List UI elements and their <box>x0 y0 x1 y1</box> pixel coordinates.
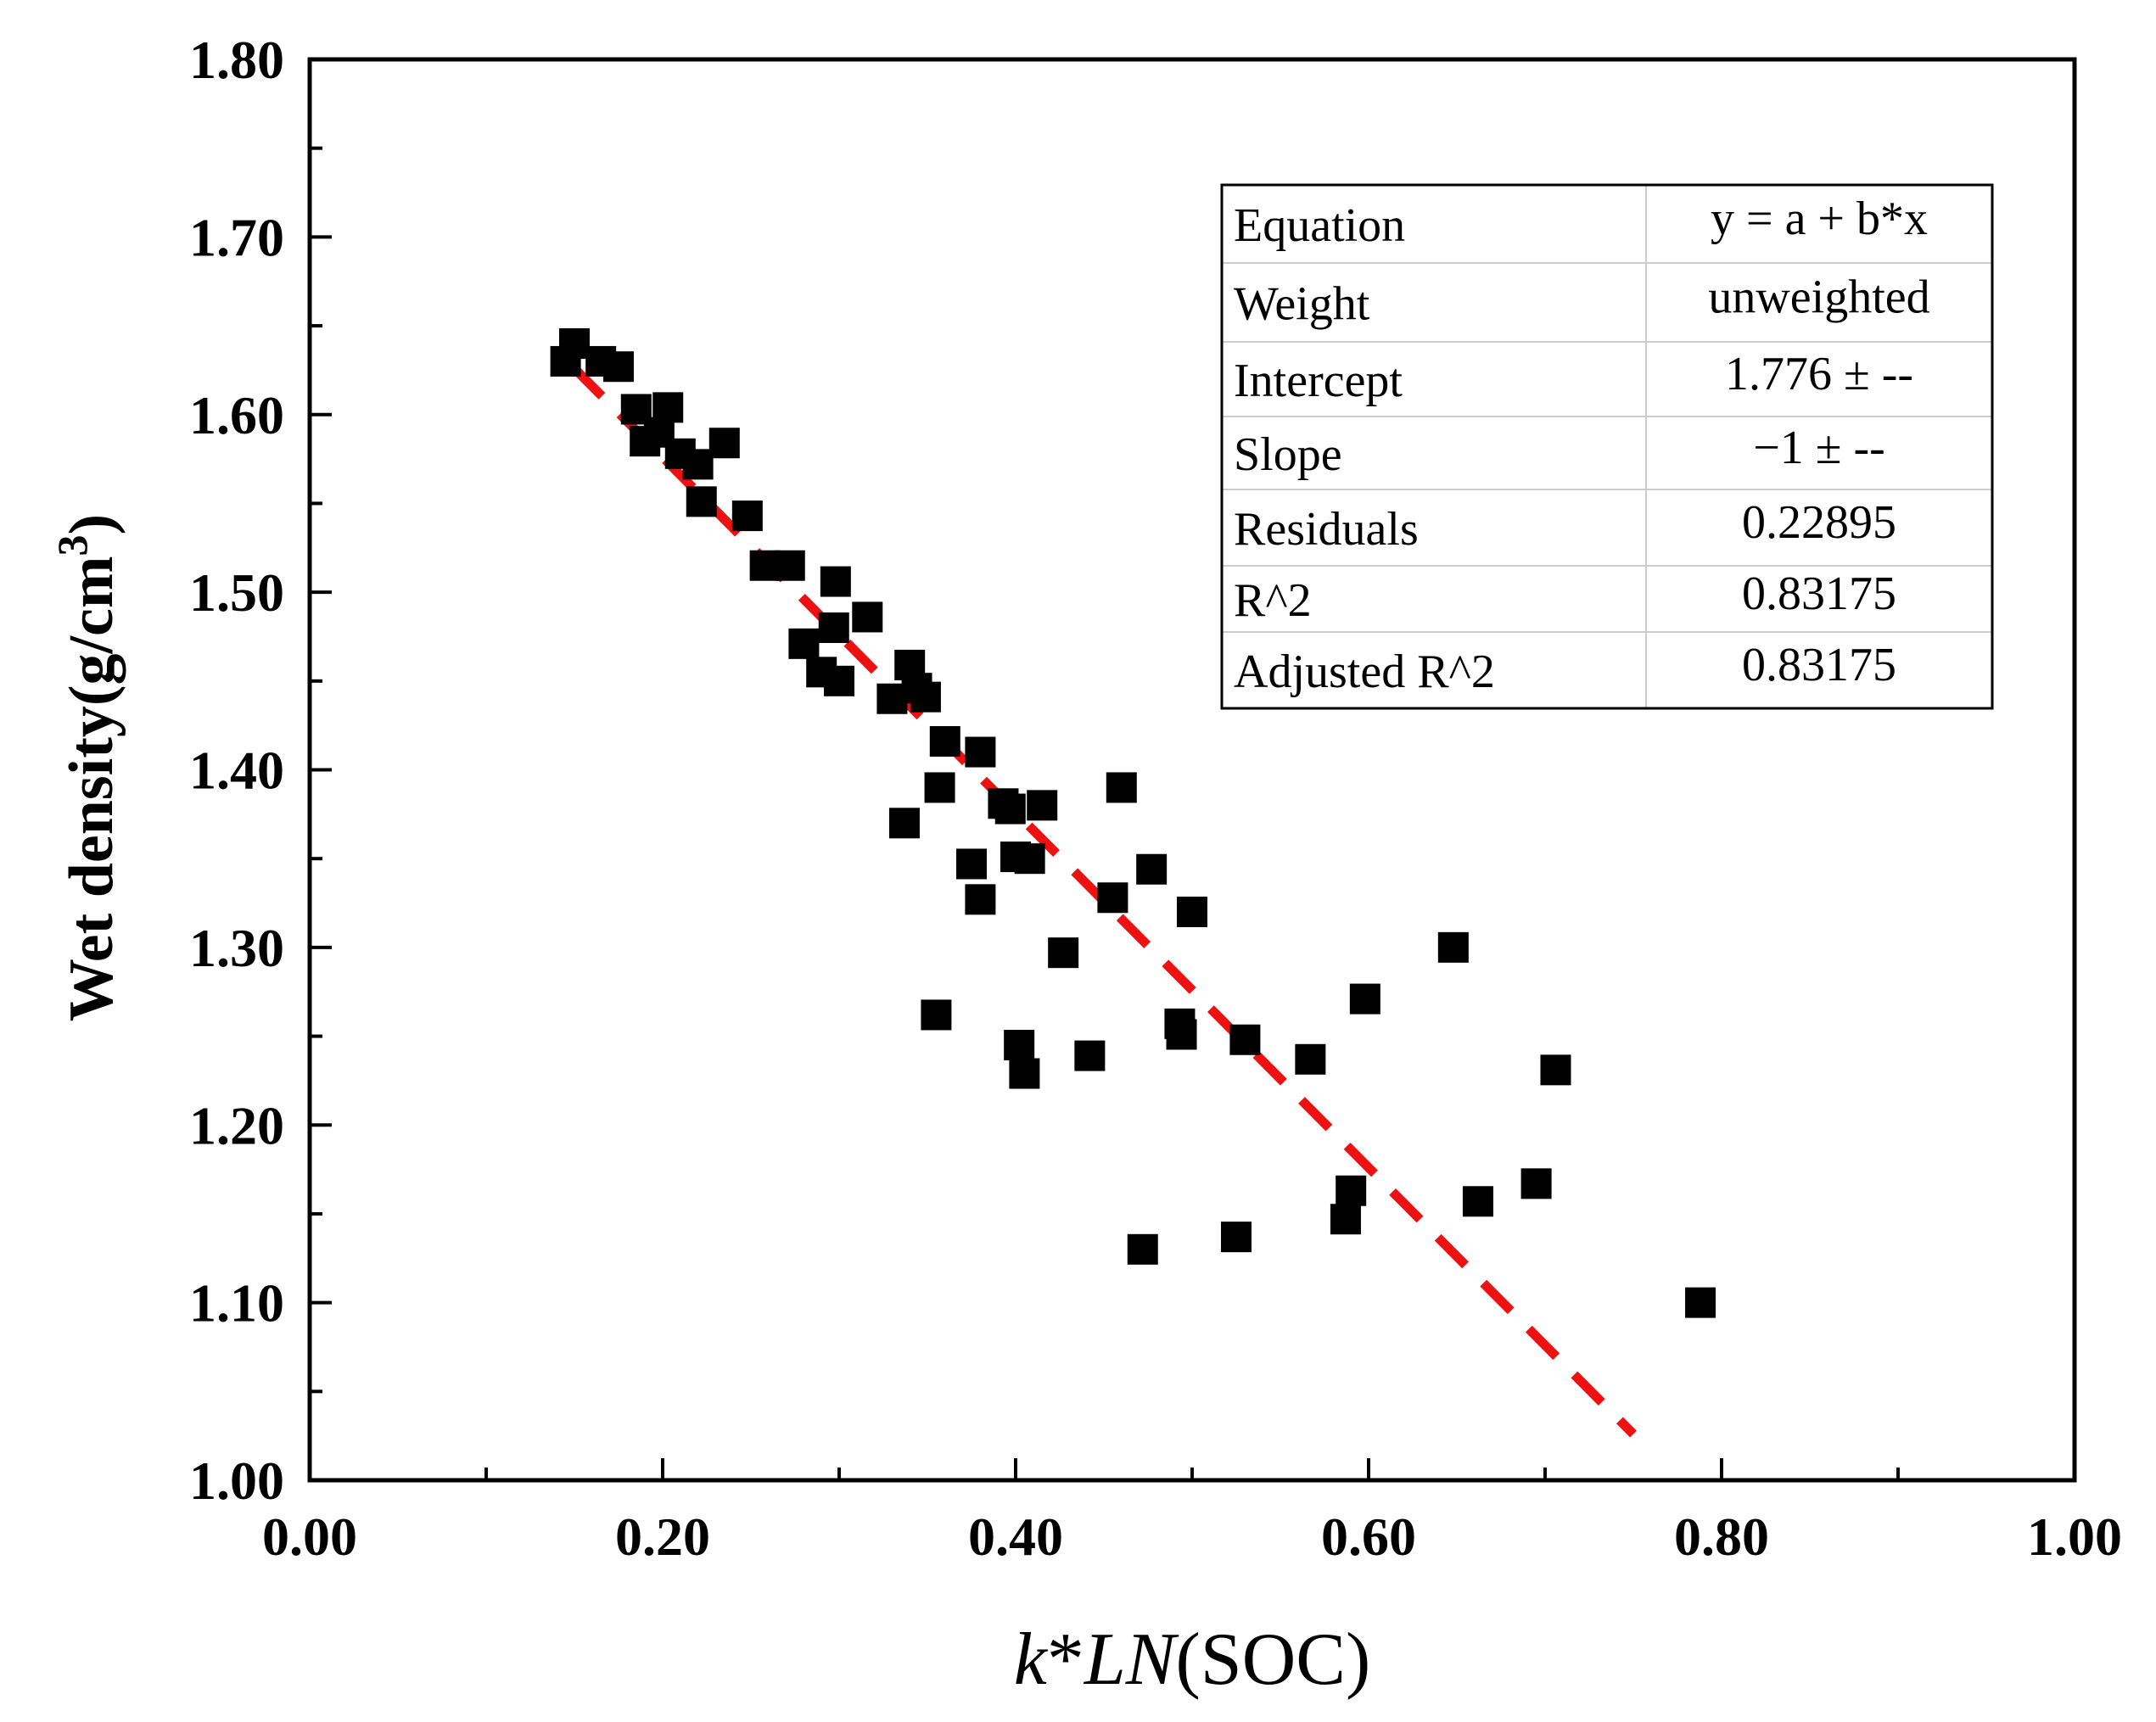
stats-row-label: R^2 <box>1234 574 1312 627</box>
data-point <box>708 428 740 459</box>
y-tick-label: 1.60 <box>189 385 284 445</box>
data-point <box>824 665 854 696</box>
data-point <box>1136 853 1168 885</box>
data-point <box>788 628 820 659</box>
data-point <box>852 601 883 633</box>
data-point <box>1685 1287 1716 1318</box>
x-axis-title: k*LN(SOC) <box>1014 1619 1371 1701</box>
y-tick-label: 1.40 <box>189 741 284 801</box>
data-point <box>1074 1040 1106 1071</box>
data-point <box>1127 1233 1158 1265</box>
y-tick-label: 1.10 <box>189 1273 284 1333</box>
data-point <box>1520 1168 1552 1199</box>
data-point <box>994 793 1026 825</box>
tick-labels: 0.00 0.20 0.40 0.60 0.80 1.00 1.00 1.10 1.20 1.30… <box>189 30 2122 1567</box>
data-point <box>686 486 717 517</box>
x-axis-title-star: * <box>1047 1619 1084 1701</box>
data-point <box>1048 937 1079 969</box>
data-point <box>652 392 684 423</box>
x-tick-label: 1.00 <box>2027 1507 2122 1567</box>
stats-row-label: Intercept <box>1234 355 1403 407</box>
y-tick-label: 1.50 <box>189 562 284 623</box>
x-tick-label: 0.80 <box>1674 1507 1769 1567</box>
stats-row-label: Slope <box>1234 428 1342 481</box>
data-point <box>559 328 590 359</box>
x-tick-label: 0.00 <box>262 1507 357 1567</box>
x-axis-title-soc: (SOC) <box>1175 1619 1370 1701</box>
stats-row-value: unweighted <box>1708 271 1929 324</box>
data-point <box>1330 1204 1361 1235</box>
y-axis-title: Wet density(g/cm3) <box>48 514 126 1021</box>
data-point <box>1027 790 1058 821</box>
data-point <box>1540 1054 1571 1086</box>
stats-row-value: 1.776 ± -- <box>1725 348 1913 400</box>
data-point <box>929 726 960 757</box>
stats-row-value: y = a + b*x <box>1711 193 1928 245</box>
data-point <box>818 612 849 643</box>
y-axis-title-sup: 3 <box>48 534 96 556</box>
data-point <box>921 999 952 1031</box>
x-tick-label: 0.40 <box>968 1507 1063 1567</box>
data-point <box>1009 1058 1040 1089</box>
stats-row-label: Adjusted R^2 <box>1234 646 1495 698</box>
data-point <box>1097 882 1128 914</box>
data-point <box>956 848 987 880</box>
data-point <box>1336 1175 1367 1206</box>
data-point <box>965 736 996 768</box>
stats-row-label: Weight <box>1234 278 1370 331</box>
data-point <box>1106 772 1137 803</box>
data-points <box>550 328 1716 1318</box>
data-point <box>1014 843 1045 875</box>
data-point <box>731 500 763 532</box>
stats-row-label: Equation <box>1234 199 1405 252</box>
stats-row-label: Residuals <box>1234 503 1419 556</box>
fit-line-group <box>571 365 1637 1438</box>
data-point <box>1349 983 1380 1015</box>
y-tick-label: 1.70 <box>189 207 284 267</box>
y-axis-title-main: Wet density(g/cm <box>57 556 126 1021</box>
data-point <box>1437 931 1469 963</box>
y-tick-label: 1.00 <box>189 1451 284 1511</box>
y-axis-title-close: ) <box>57 514 126 535</box>
x-axis-title-ln: LN <box>1083 1619 1179 1701</box>
data-point <box>603 351 634 383</box>
data-point <box>910 681 941 713</box>
data-point <box>1177 897 1207 927</box>
stats-table: Equation y = a + b*x Weight unweighted Inter… <box>1220 183 1994 710</box>
data-point <box>1221 1222 1252 1253</box>
data-point <box>774 550 805 581</box>
stats-row-value: 0.83175 <box>1742 639 1896 691</box>
x-tick-label: 0.20 <box>615 1507 710 1567</box>
data-point <box>1004 1030 1035 1061</box>
fit-line <box>571 365 1637 1438</box>
data-point <box>1166 1019 1197 1050</box>
data-point <box>924 772 955 803</box>
plot-frame <box>307 57 2077 1483</box>
stats-table-background <box>1222 185 1992 708</box>
stats-row-value: 0.22895 <box>1742 496 1896 549</box>
data-point <box>1229 1024 1261 1055</box>
stats-row-value: −1 ± -- <box>1753 422 1885 474</box>
data-point <box>682 449 714 480</box>
stats-table-border <box>1220 183 1994 710</box>
data-point <box>1295 1043 1326 1075</box>
y-tick-label: 1.80 <box>189 30 284 90</box>
data-point <box>888 808 920 839</box>
y-tick-label: 1.30 <box>189 918 284 978</box>
stats-row-value: 0.83175 <box>1742 567 1896 620</box>
data-point <box>965 884 996 915</box>
x-axis-title-k: k <box>1014 1619 1049 1701</box>
x-tick-label: 0.60 <box>1321 1507 1416 1567</box>
data-point <box>1462 1186 1493 1217</box>
y-tick-label: 1.20 <box>189 1095 284 1155</box>
data-point <box>820 566 851 597</box>
